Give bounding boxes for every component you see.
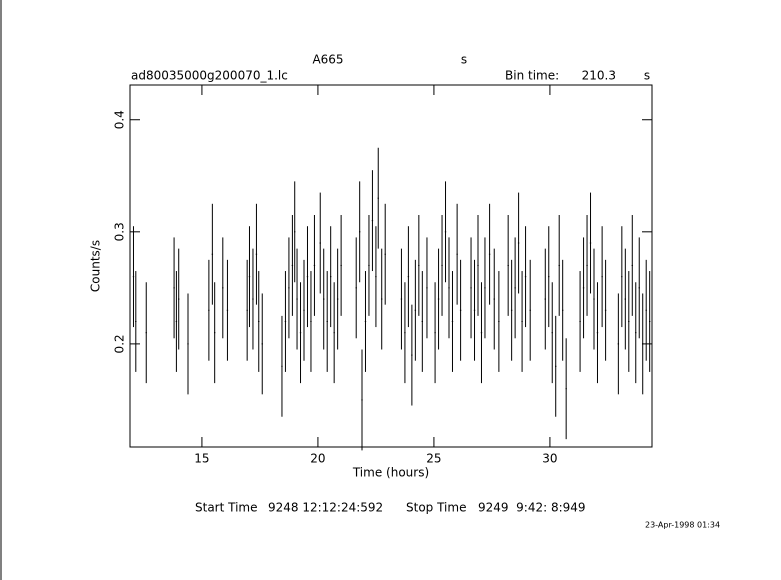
- bin-time-unit: s: [644, 69, 650, 83]
- bin-time-label: Bin time:: [505, 69, 559, 83]
- stop-label: Stop Time: [406, 501, 466, 515]
- y-tick-label: 0.4: [113, 110, 127, 129]
- x-tick-label: 15: [194, 452, 209, 466]
- plot-frame: [130, 85, 652, 447]
- y-tick-label: 0.2: [113, 334, 127, 353]
- file-name: ad80035000g200070_1.lc: [131, 69, 288, 83]
- chart-title: A665: [312, 53, 343, 67]
- bin-time: 210.3: [582, 69, 616, 83]
- start-time: 9248 12:12:24:592: [268, 501, 383, 515]
- x-tick-label: 25: [426, 452, 441, 466]
- start-label: Start Time: [195, 501, 258, 515]
- y-tick-label: 0.3: [113, 222, 127, 241]
- x-tick-label: 20: [310, 452, 325, 466]
- x-axis-label: Time (hours): [352, 466, 429, 480]
- title-unit: s: [461, 53, 467, 67]
- y-axis-label: Counts/s: [89, 240, 103, 292]
- x-tick-label: 30: [542, 452, 557, 466]
- stop-time: 9249 9:42: 8:949: [478, 501, 586, 515]
- footnote: 23-Apr-1998 01:34: [645, 521, 720, 530]
- chart: A665 s ad80035000g200070_1.lc Bin time: …: [0, 0, 781, 580]
